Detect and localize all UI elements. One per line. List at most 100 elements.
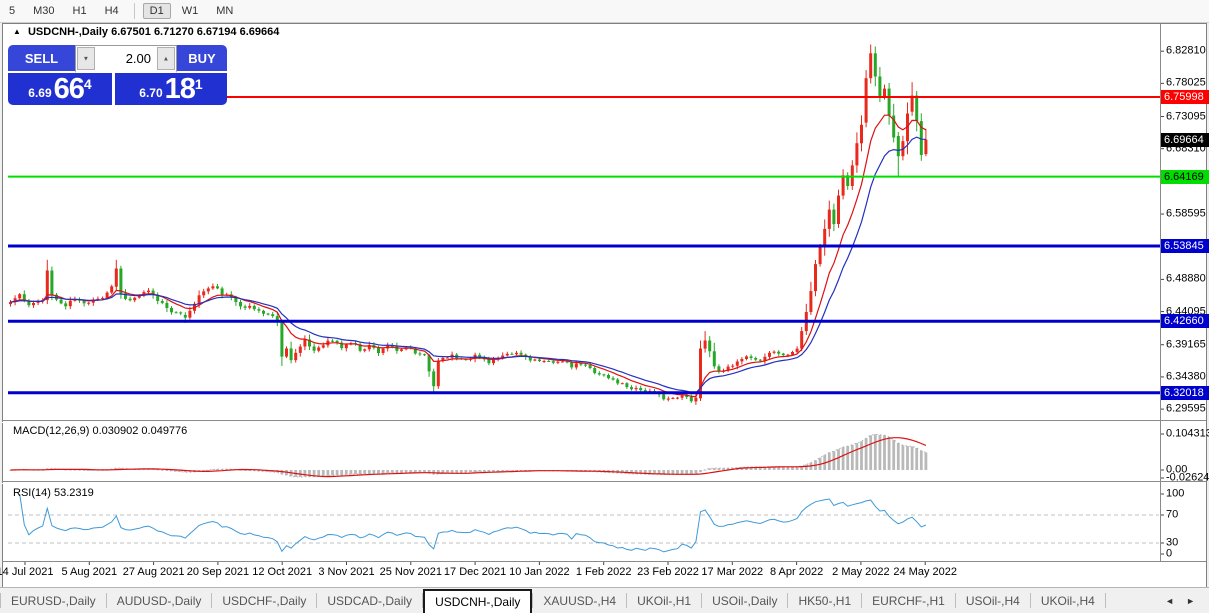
price-axis-level-label: 6.42660 <box>1161 314 1209 329</box>
macd-axis-label: -0.026249 <box>1166 471 1209 484</box>
pane-separator-main-macd[interactable] <box>2 420 1206 421</box>
toolbar-timeframe-button[interactable]: W1 <box>181 5 199 17</box>
symbol-tab[interactable]: USDCHF-,Daily <box>222 593 307 608</box>
volume-stepper: ▼ ▲ <box>75 45 177 73</box>
tab-separator <box>532 593 534 608</box>
date-axis-label: 14 Jul 2021 <box>0 566 54 578</box>
tab-scroll-left-button[interactable]: ◄ <box>1165 595 1175 606</box>
timeframe-toolbar: 5 M30 H1 H4 D1 W1 MN <box>0 0 1209 23</box>
price-axis-level-label: 6.64169 <box>1161 169 1209 184</box>
chart-title-ohlc: 6.67501 6.71270 6.67194 6.69664 <box>111 26 280 38</box>
pane-separator-gap2 <box>2 483 1206 484</box>
tab-separator <box>626 593 628 608</box>
sell-price-small: 6.69 <box>28 86 52 100</box>
toolbar-separator <box>133 3 135 19</box>
tab-separator <box>787 593 789 608</box>
date-axis-label: 20 Sep 2021 <box>186 566 250 578</box>
toolbar-timeframe-button[interactable]: D1 <box>142 3 171 19</box>
sell-price-big: 66 <box>53 73 85 105</box>
symbol-tab[interactable]: XAUUSD-,H4 <box>543 593 617 608</box>
one-click-trading-panel: SELL ▼ ▲ BUY 6.69 66 4 6.70 18 1 <box>8 45 227 105</box>
chart-bottom-border <box>2 561 1206 562</box>
symbol-tab[interactable]: AUDUSD-,Daily <box>116 593 202 608</box>
buy-price-tile[interactable]: 6.70 18 1 <box>115 73 227 105</box>
price-axis-tick-label: 6.78025 <box>1166 76 1206 89</box>
symbol-tab[interactable]: EURUSD-,Daily <box>11 593 96 608</box>
up-arrow-icon: ▲ <box>162 54 170 63</box>
date-axis-label: 5 Aug 2021 <box>61 566 118 578</box>
symbol-tab[interactable]: USDCNH-,Daily <box>423 589 533 613</box>
date-axis-label: 25 Nov 2021 <box>379 566 442 578</box>
sell-price-tile[interactable]: 6.69 66 4 <box>8 73 112 105</box>
sell-button[interactable]: SELL <box>8 45 75 73</box>
price-axis-divider[interactable] <box>1160 24 1161 562</box>
price-axis-level-label: 6.32018 <box>1161 385 1209 400</box>
symbol-tab[interactable]: HK50-,H1 <box>798 593 852 608</box>
pane-separator-gap <box>2 422 1206 423</box>
price-axis-tick-label: 6.82810 <box>1166 44 1206 57</box>
date-axis-label: 10 Jan 2022 <box>509 566 570 578</box>
tab-separator <box>1104 593 1106 608</box>
tab-separator <box>211 593 213 608</box>
tab-separator <box>0 593 1 608</box>
price-axis-tick-label: 6.29595 <box>1166 402 1206 415</box>
price-axis-level-label: 6.69664 <box>1161 132 1209 147</box>
tab-separator <box>422 593 424 608</box>
buy-button[interactable]: BUY <box>177 45 227 73</box>
rsi-axis-label: 100 <box>1166 487 1185 500</box>
rsi-axis-label: 0 <box>1166 547 1173 560</box>
pane-separator-macd-rsi[interactable] <box>2 481 1206 482</box>
price-axis-tick-label: 6.73095 <box>1166 110 1206 123</box>
tab-scroll-right-button[interactable]: ► <box>1186 595 1195 606</box>
tab-scroll-arrows: ◄ ► <box>1159 588 1209 613</box>
macd-axis-label: 0.00 <box>1166 463 1188 476</box>
symbol-tab[interactable]: USDCAD-,Daily <box>327 593 413 608</box>
date-axis-label: 17 Dec 2021 <box>443 566 507 578</box>
tab-separator <box>954 593 956 608</box>
tab-separator <box>1029 593 1031 608</box>
date-axis-label: 12 Oct 2021 <box>252 566 313 578</box>
rsi-axis-label: 70 <box>1166 508 1179 521</box>
date-axis-label: 1 Feb 2022 <box>575 566 632 578</box>
collapse-arrow-icon[interactable]: ▲ <box>13 27 21 36</box>
volume-input[interactable] <box>96 46 156 71</box>
down-arrow-icon: ▼ <box>82 54 90 63</box>
toolbar-timeframe-button[interactable]: MN <box>216 5 234 17</box>
volume-decrease-button[interactable]: ▼ <box>77 47 95 70</box>
toolbar-timeframe-button[interactable]: M30 <box>33 5 55 17</box>
price-axis-tick-label: 6.39165 <box>1166 338 1206 351</box>
toolbar-timeframe-button[interactable]: H4 <box>104 5 119 17</box>
sell-price-sup: 4 <box>83 76 92 92</box>
toolbar-timeframe-button[interactable]: 5 <box>9 5 16 17</box>
price-axis-tick-label: 6.48880 <box>1166 272 1206 285</box>
price-axis-tick-label: 6.58595 <box>1166 207 1206 220</box>
buy-price-sup: 1 <box>194 76 203 92</box>
symbol-tab[interactable]: EURCHF-,H1 <box>872 593 945 608</box>
rsi-indicator-label: RSI(14) 53.2319 <box>13 487 94 499</box>
symbol-tab-bar: EURUSD-,Daily AUDUSD-,Daily USDCHF-,Daily U… <box>0 587 1209 613</box>
macd-indicator-label: MACD(12,26,9) 0.030902 0.049776 <box>13 425 188 437</box>
tab-separator <box>105 593 107 608</box>
toolbar-timeframe-button[interactable]: H1 <box>72 5 87 17</box>
tab-separator <box>701 593 703 608</box>
price-axis-tick-label: 6.34380 <box>1166 370 1206 383</box>
volume-increase-button[interactable]: ▲ <box>157 47 175 70</box>
price-axis-tick-label: 6.44095 <box>1166 305 1206 318</box>
symbol-tab[interactable]: UKOil-,H1 <box>637 593 692 608</box>
buy-price-big: 18 <box>164 73 196 105</box>
date-axis-label: 27 Aug 2021 <box>122 566 185 578</box>
symbol-tab[interactable]: USOil-,H4 <box>965 593 1020 608</box>
macd-axis-label: 0.104313 <box>1166 427 1209 440</box>
tab-separator <box>861 593 863 608</box>
date-axis-label: 8 Apr 2022 <box>769 566 824 578</box>
rsi-axis-label: 30 <box>1166 536 1179 549</box>
date-axis-label: 17 Mar 2022 <box>701 566 764 578</box>
symbol-tab[interactable]: USOil-,Daily <box>712 593 778 608</box>
symbol-tab[interactable]: UKOil-,H4 <box>1040 593 1095 608</box>
chart-window <box>2 23 1207 588</box>
date-axis-label: 23 Feb 2022 <box>637 566 699 578</box>
chart-title: ▲ USDCNH-,Daily 6.67501 6.71270 6.67194 … <box>13 26 279 38</box>
date-axis-label: 3 Nov 2021 <box>318 566 375 578</box>
price-axis-level-label: 6.75998 <box>1161 90 1209 104</box>
tab-separator <box>316 593 318 608</box>
